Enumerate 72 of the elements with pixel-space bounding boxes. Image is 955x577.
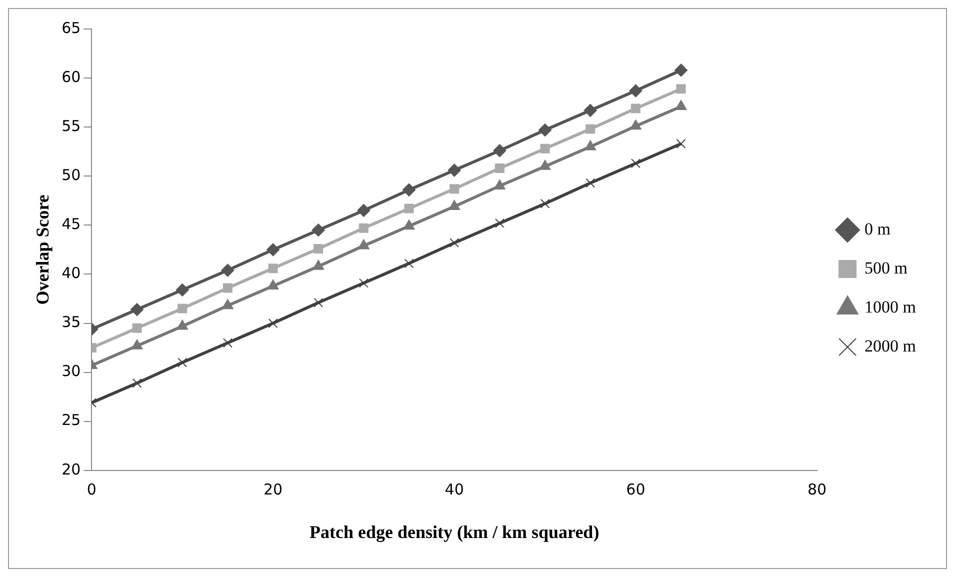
point: [494, 179, 506, 190]
point: [266, 243, 280, 256]
point: [404, 204, 414, 214]
point: [448, 164, 461, 177]
x-axis-title: Patch edge density (km / km squared): [310, 522, 600, 542]
point: [540, 198, 550, 208]
point: [357, 204, 370, 217]
y-tick-label: 45: [62, 215, 81, 234]
point: [584, 140, 596, 150]
point: [132, 323, 142, 333]
x-tick-label: 60: [626, 480, 646, 498]
point: [314, 298, 324, 308]
y-tick-label: 60: [62, 68, 81, 86]
point: [540, 144, 550, 154]
x-tick-label: 20: [263, 480, 283, 498]
point: [132, 378, 142, 388]
point: [629, 84, 642, 98]
point: [674, 64, 688, 77]
point: [676, 84, 686, 94]
point: [131, 339, 143, 350]
point: [176, 320, 188, 330]
y-tick-label: 50: [62, 166, 81, 184]
point: [676, 139, 686, 149]
point: [178, 358, 188, 368]
point: [493, 144, 506, 158]
point: [358, 239, 370, 250]
point: [221, 264, 234, 277]
point: [586, 178, 596, 188]
point: [130, 303, 144, 316]
point: [358, 278, 368, 288]
y-tick-label: 25: [62, 411, 81, 430]
point: [312, 224, 325, 237]
point: [222, 338, 232, 348]
point: [222, 283, 232, 293]
point: [630, 158, 640, 168]
point: [630, 120, 642, 130]
point: [584, 104, 597, 117]
y-axis-title: Overlap Score: [32, 194, 52, 305]
point: [267, 279, 279, 290]
y-tick-label: 30: [62, 362, 81, 380]
point: [586, 124, 596, 134]
y-tick-label: 40: [62, 264, 81, 282]
point: [176, 283, 189, 296]
point: [448, 200, 460, 210]
y-tick-label: 55: [62, 116, 81, 135]
point: [450, 238, 460, 248]
y-tick-label: 20: [62, 460, 81, 478]
point: [178, 304, 188, 314]
legend-label: 0 m: [864, 219, 891, 238]
point: [403, 220, 415, 230]
point: [268, 318, 278, 328]
point: [402, 183, 416, 196]
point: [222, 299, 234, 310]
x-tick-label: 40: [444, 480, 464, 498]
point: [539, 160, 551, 170]
point: [494, 164, 504, 174]
x-tick-label: 0: [86, 480, 96, 498]
y-tick-label: 65: [62, 18, 81, 37]
point: [450, 184, 460, 194]
y-tick-label: 35: [62, 313, 81, 332]
point: [630, 104, 640, 114]
legend-label: 1000 m: [864, 297, 916, 316]
point: [494, 218, 504, 228]
legend-label: 2000 m: [864, 336, 916, 356]
point: [358, 223, 368, 233]
point: [268, 264, 278, 274]
point: [538, 124, 552, 137]
point: [404, 258, 414, 268]
point: [314, 244, 324, 254]
x-tick-label: 80: [807, 480, 827, 498]
point: [312, 260, 324, 270]
legend-label: 500 m: [864, 258, 908, 278]
